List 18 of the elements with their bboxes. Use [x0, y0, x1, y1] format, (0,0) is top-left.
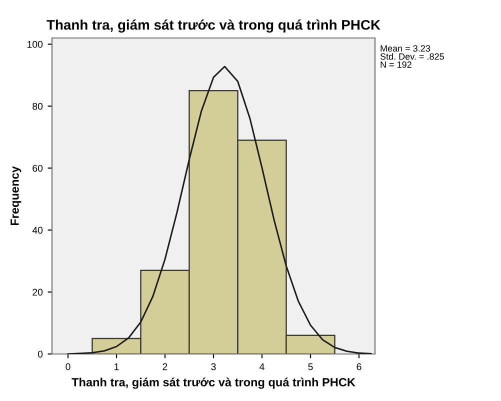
x-tick-label: 0	[66, 363, 70, 370]
y-tick-label: 60	[32, 164, 43, 172]
x-tick-label: 1	[114, 363, 119, 370]
x-tick-label: 3	[211, 363, 216, 370]
y-tick-label: 100	[27, 40, 43, 48]
y-tick-label: 20	[32, 288, 43, 296]
y-tick-label: 0	[38, 350, 43, 358]
x-axis-title: Thanh tra, giám sát trước và trong quá trình PHCK	[72, 378, 356, 389]
line-series	[67, 66, 372, 354]
y-tick-label: 80	[32, 102, 43, 110]
x-tick-label: 5	[308, 363, 313, 370]
x-tick-label: 4	[260, 363, 264, 370]
y-axis-title: Frequency	[10, 166, 22, 226]
x-tick-label: 6	[356, 363, 362, 370]
y-tick-label: 40	[32, 226, 43, 234]
text: Mean = 3.23 Std. Dev. = .825 N = 192	[380, 45, 444, 68]
x-tick-label: 2	[162, 363, 168, 370]
chart-title: Thanh tra, giám sát trước và trong quá trình PHCK	[46, 19, 380, 33]
